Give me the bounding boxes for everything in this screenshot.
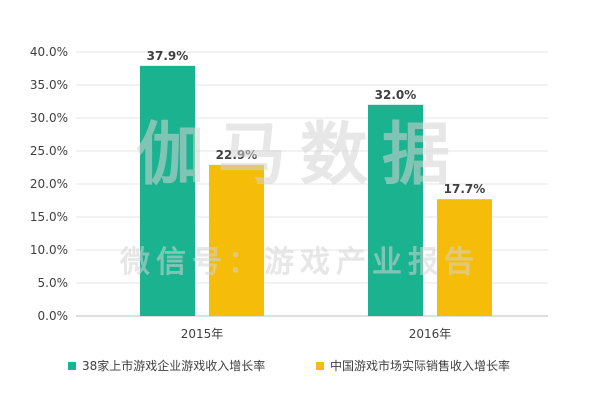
bar-series [140,65,492,316]
y-tick-label: 25.0% [30,144,68,158]
legend-swatch [316,362,324,370]
bar-listed-companies-1 [368,104,423,316]
legend: 38家上市游戏企业游戏收入增长率 中国游戏市场实际销售收入增长率 [68,358,510,373]
legend-swatch [68,362,76,370]
legend-label: 中国游戏市场实际销售收入增长率 [330,358,510,373]
y-tick-label: 30.0% [30,111,68,125]
watermark-line2: 微信号：游戏产业报告 [119,245,480,280]
y-tick-label: 5.0% [38,276,69,290]
data-labels: 37.9% 22.9% 32.0% 17.7% [147,49,486,196]
bar-china-market-1 [437,199,492,316]
y-tick-label: 35.0% [30,78,68,92]
watermark-line1: 伽马数据 [136,116,464,195]
y-axis-tick-labels: 0.0% 5.0% 10.0% 15.0% 20.0% 25.0% 30.0% 35.0% 40… [30,45,68,323]
x-category-label: 2015年 [181,327,224,341]
y-tick-label: 15.0% [30,210,68,224]
legend-label: 38家上市游戏企业游戏收入增长率 [82,358,265,373]
x-category-label: 2016年 [409,327,452,341]
bar-listed-companies-0 [140,65,195,316]
data-label: 22.9% [216,148,258,162]
data-label: 37.9% [147,49,189,63]
data-label: 17.7% [444,182,486,196]
y-tick-label: 0.0% [38,309,69,323]
data-label: 32.0% [375,88,417,102]
watermark: 伽马数据 微信号：游戏产业报告 [119,116,480,280]
y-tick-label: 40.0% [30,45,68,59]
y-tick-label: 10.0% [30,243,68,257]
x-axis-category-labels: 2015年 2016年 [181,327,452,341]
y-tick-label: 20.0% [30,177,68,191]
bar-china-market-0 [209,164,264,316]
